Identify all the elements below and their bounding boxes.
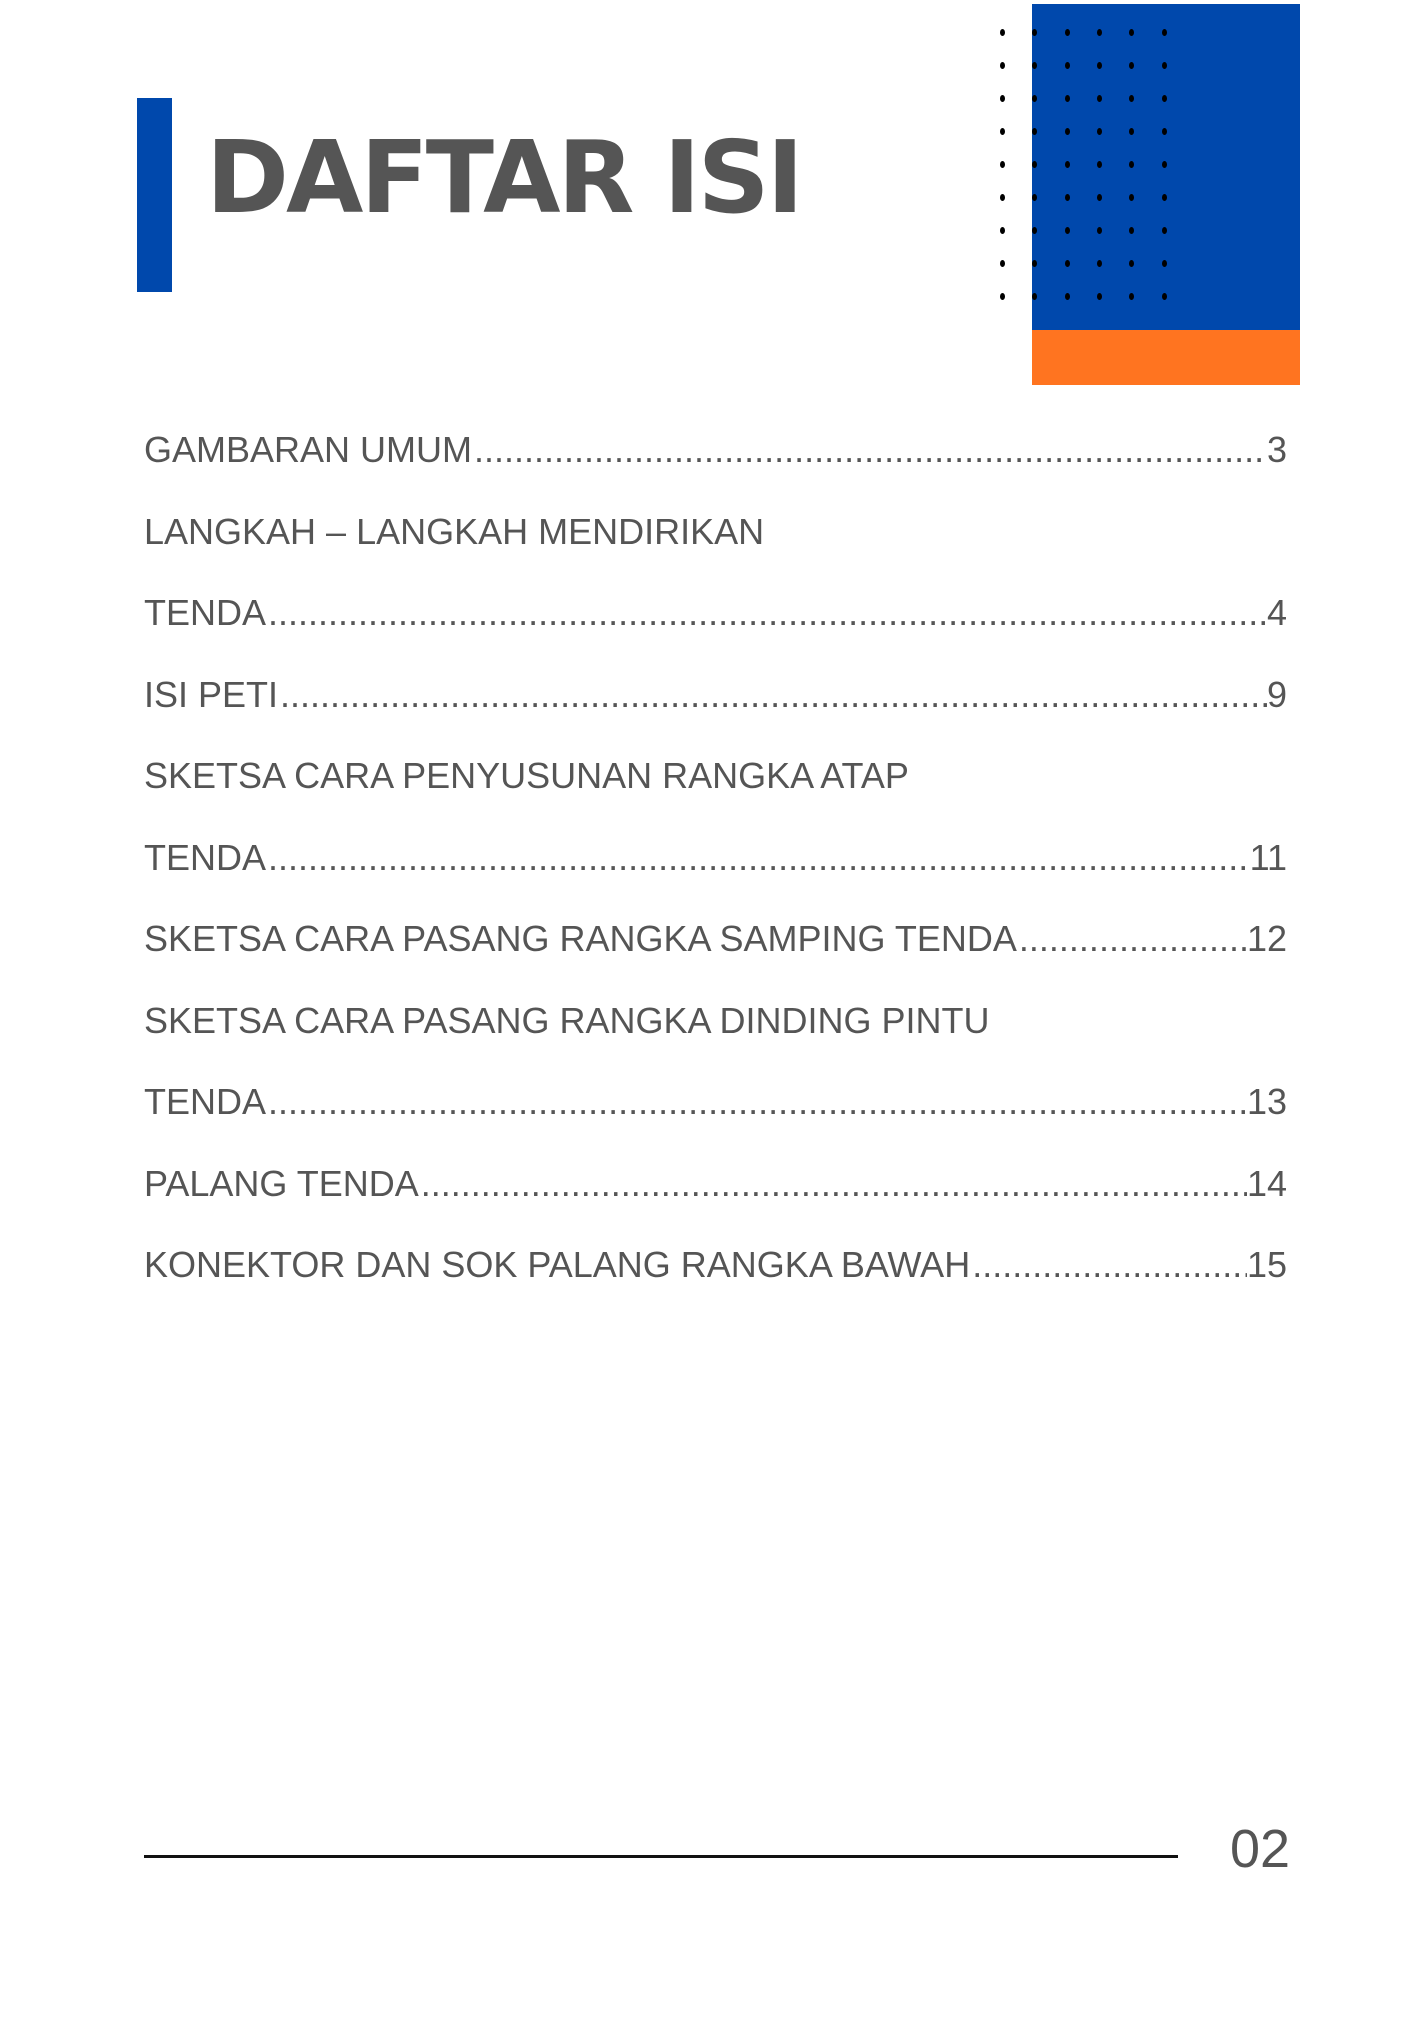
dot	[1064, 194, 1070, 201]
dot	[1064, 62, 1070, 69]
dot	[1129, 95, 1135, 102]
dot	[1161, 128, 1167, 135]
dot	[1129, 29, 1135, 36]
toc-entry-title: PALANG TENDA	[144, 1162, 419, 1204]
toc-entry-page: 3	[1266, 429, 1287, 470]
dot	[1129, 128, 1135, 135]
dot-leader	[266, 817, 1250, 899]
dot	[1129, 260, 1135, 267]
dot	[1129, 62, 1135, 69]
dot	[1129, 194, 1135, 201]
toc-entry-page: 15	[1246, 1244, 1287, 1285]
dot	[1096, 293, 1102, 300]
toc-entry-title: KONEKTOR DAN SOK PALANG RANGKA BAWAH	[144, 1244, 971, 1285]
dot-leader	[266, 572, 1267, 654]
toc-entry-title-line: SKETSA CARA PENYUSUNAN RANGKA ATAP	[144, 735, 1287, 817]
dot	[1032, 62, 1038, 69]
dot	[1032, 227, 1038, 234]
table-of-contents: GAMBARAN UMUM 3 LANGKAH – LANGKAH MENDIRIK…	[144, 409, 1287, 1306]
dot	[1064, 293, 1070, 300]
toc-entry[interactable]: GAMBARAN UMUM 3	[144, 409, 1287, 491]
dot	[1096, 95, 1102, 102]
dot-leader	[278, 654, 1267, 736]
toc-entry-title: TENDA	[144, 1081, 267, 1122]
dot	[1096, 128, 1102, 135]
toc-entry-lead: LANGKAH – LANGKAH MENDIRIKAN	[144, 510, 765, 552]
dot	[1032, 293, 1038, 300]
dot	[1096, 29, 1102, 36]
footer-divider	[144, 1855, 1178, 1858]
dot	[1064, 227, 1070, 234]
decorative-orange-block	[1032, 330, 1300, 385]
toc-entry-title: TENDA	[144, 592, 267, 633]
dot	[1096, 260, 1102, 267]
dot	[1129, 293, 1135, 300]
dot	[1161, 62, 1167, 69]
dot	[1096, 194, 1102, 201]
toc-entry-title-line: SKETSA CARA PASANG RANGKA DINDING PINTU	[144, 980, 1287, 1062]
dot	[1000, 227, 1005, 234]
toc-entry-title: SKETSA CARA PASANG RANGKA SAMPING TENDA	[144, 918, 1017, 959]
dot	[1064, 29, 1070, 36]
dot	[1000, 95, 1005, 102]
dot	[1096, 227, 1102, 234]
dot	[1161, 293, 1167, 300]
toc-entry-title: GAMBARAN UMUM	[144, 429, 473, 470]
dot	[1161, 29, 1167, 36]
toc-entry-lead: SKETSA CARA PASANG RANGKA DINDING PINTU	[144, 999, 990, 1041]
toc-entry-page: 11	[1249, 836, 1287, 878]
dot	[1064, 161, 1070, 168]
toc-entry-page: 12	[1246, 918, 1287, 959]
dot-leader	[1017, 898, 1247, 980]
dot	[1161, 161, 1167, 168]
dot	[1161, 227, 1167, 234]
dot	[1000, 293, 1005, 300]
dot	[1000, 260, 1005, 267]
dot-leader	[266, 1061, 1247, 1143]
dot	[1161, 95, 1167, 102]
dot	[1032, 260, 1038, 267]
dot	[1000, 128, 1005, 135]
toc-entry[interactable]: TENDA 11	[144, 817, 1287, 899]
toc-entry[interactable]: PALANG TENDA 14	[144, 1143, 1287, 1225]
dot	[1129, 161, 1135, 168]
dot	[1129, 227, 1135, 234]
toc-entry-page: 4	[1266, 592, 1287, 633]
dot-leader	[472, 409, 1267, 491]
dot	[1064, 95, 1070, 102]
dot	[1032, 128, 1038, 135]
dot	[1096, 62, 1102, 69]
dot	[1064, 260, 1070, 267]
dot	[1161, 260, 1167, 267]
toc-entry-title-line: LANGKAH – LANGKAH MENDIRIKAN	[144, 491, 1287, 573]
dot-leader	[419, 1143, 1247, 1225]
dot	[1000, 62, 1005, 69]
page-title: DAFTAR ISI	[206, 119, 804, 236]
toc-entry[interactable]: ISI PETI 9	[144, 654, 1287, 736]
dot	[1161, 194, 1167, 201]
dot	[1000, 29, 1005, 36]
dot	[1032, 161, 1038, 168]
dot	[1000, 161, 1005, 168]
toc-entry-page: 13	[1246, 1081, 1287, 1122]
dot	[1032, 95, 1038, 102]
dot-leader	[970, 1224, 1247, 1306]
toc-entry[interactable]: TENDA 4	[144, 572, 1287, 654]
toc-entry-lead: SKETSA CARA PENYUSUNAN RANGKA ATAP	[144, 755, 909, 796]
toc-entry[interactable]: KONEKTOR DAN SOK PALANG RANGKA BAWAH 15	[144, 1224, 1287, 1306]
toc-entry-page: 14	[1246, 1162, 1287, 1204]
toc-entry-title: TENDA	[144, 836, 267, 878]
dot	[1032, 194, 1038, 201]
title-accent-bar	[137, 98, 172, 292]
dot	[1064, 128, 1070, 135]
dot	[1096, 161, 1102, 168]
toc-entry[interactable]: TENDA 13	[144, 1061, 1287, 1143]
page-number: 02	[1230, 1819, 1291, 1879]
dot	[1000, 194, 1005, 201]
toc-entry[interactable]: SKETSA CARA PASANG RANGKA SAMPING TENDA 1…	[144, 898, 1287, 980]
toc-entry-title: ISI PETI	[144, 673, 279, 715]
toc-entry-page: 9	[1266, 673, 1287, 715]
dot	[1032, 29, 1038, 36]
